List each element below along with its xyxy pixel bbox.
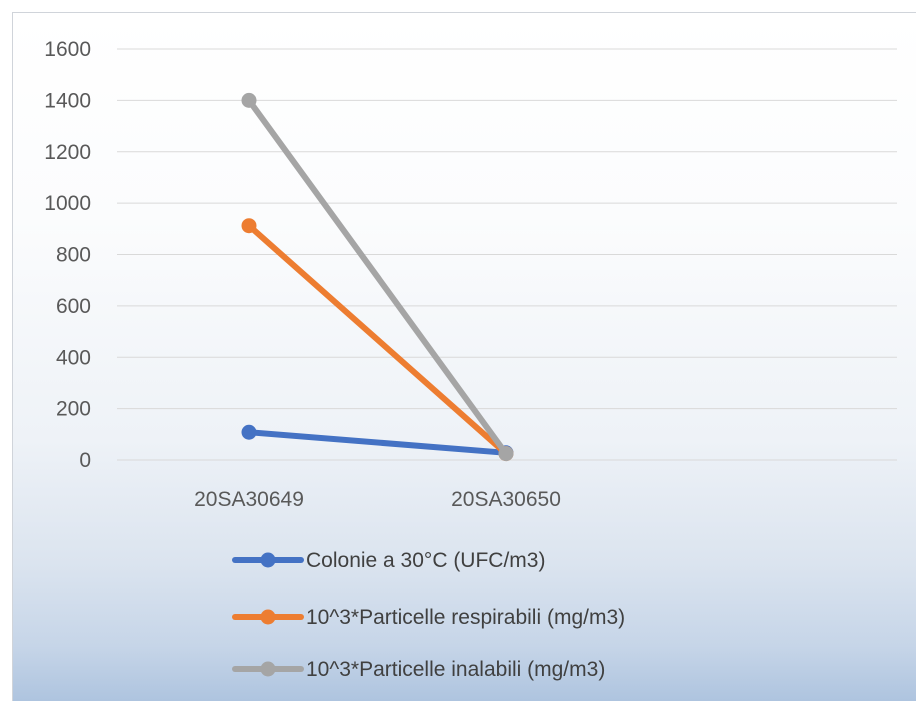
- legend-label: Colonie a 30°C (UFC/m3): [306, 549, 545, 572]
- x-axis-categories: 20SA30649 20SA30650: [194, 488, 561, 511]
- x-category-label: 20SA30650: [451, 488, 561, 511]
- series-line: [246, 97, 509, 457]
- y-tick-label: 1200: [44, 141, 91, 164]
- data-point: [241, 218, 257, 234]
- y-tick-label: 1400: [44, 89, 91, 112]
- legend-item: Colonie a 30°C (UFC/m3): [232, 549, 545, 572]
- y-tick-label: 400: [56, 346, 91, 369]
- legend-swatch-marker: [260, 609, 276, 625]
- legend: Colonie a 30°C (UFC/m3) 10^3*Particelle r…: [232, 549, 625, 681]
- data-point: [241, 92, 257, 108]
- data-point: [498, 446, 514, 462]
- legend-item: 10^3*Particelle respirabili (mg/m3): [232, 606, 625, 629]
- gridlines: [117, 48, 897, 461]
- legend-label: 10^3*Particelle respirabili (mg/m3): [306, 606, 625, 629]
- y-tick-label: 600: [56, 295, 91, 318]
- y-tick-label: 1000: [44, 192, 91, 215]
- y-tick-label: 200: [56, 398, 91, 421]
- series-lines: [241, 92, 514, 462]
- y-tick-label: 1600: [44, 38, 91, 61]
- legend-item: 10^3*Particelle inalabili (mg/m3): [232, 658, 605, 681]
- chart-area: 0 200 400 600 800 1000 1200 1400 1600 20SA30649 2…: [12, 12, 916, 701]
- x-category-label: 20SA30649: [194, 488, 304, 511]
- y-tick-label: 0: [79, 449, 91, 472]
- data-point: [241, 424, 257, 440]
- legend-swatch-marker: [260, 552, 276, 568]
- y-axis-ticks: 0 200 400 600 800 1000 1200 1400 1600: [44, 38, 91, 472]
- series-line: [246, 222, 509, 457]
- legend-label: 10^3*Particelle inalabili (mg/m3): [306, 658, 605, 681]
- y-tick-label: 800: [56, 244, 91, 267]
- legend-swatch-marker: [260, 661, 276, 677]
- series-line: [246, 429, 509, 456]
